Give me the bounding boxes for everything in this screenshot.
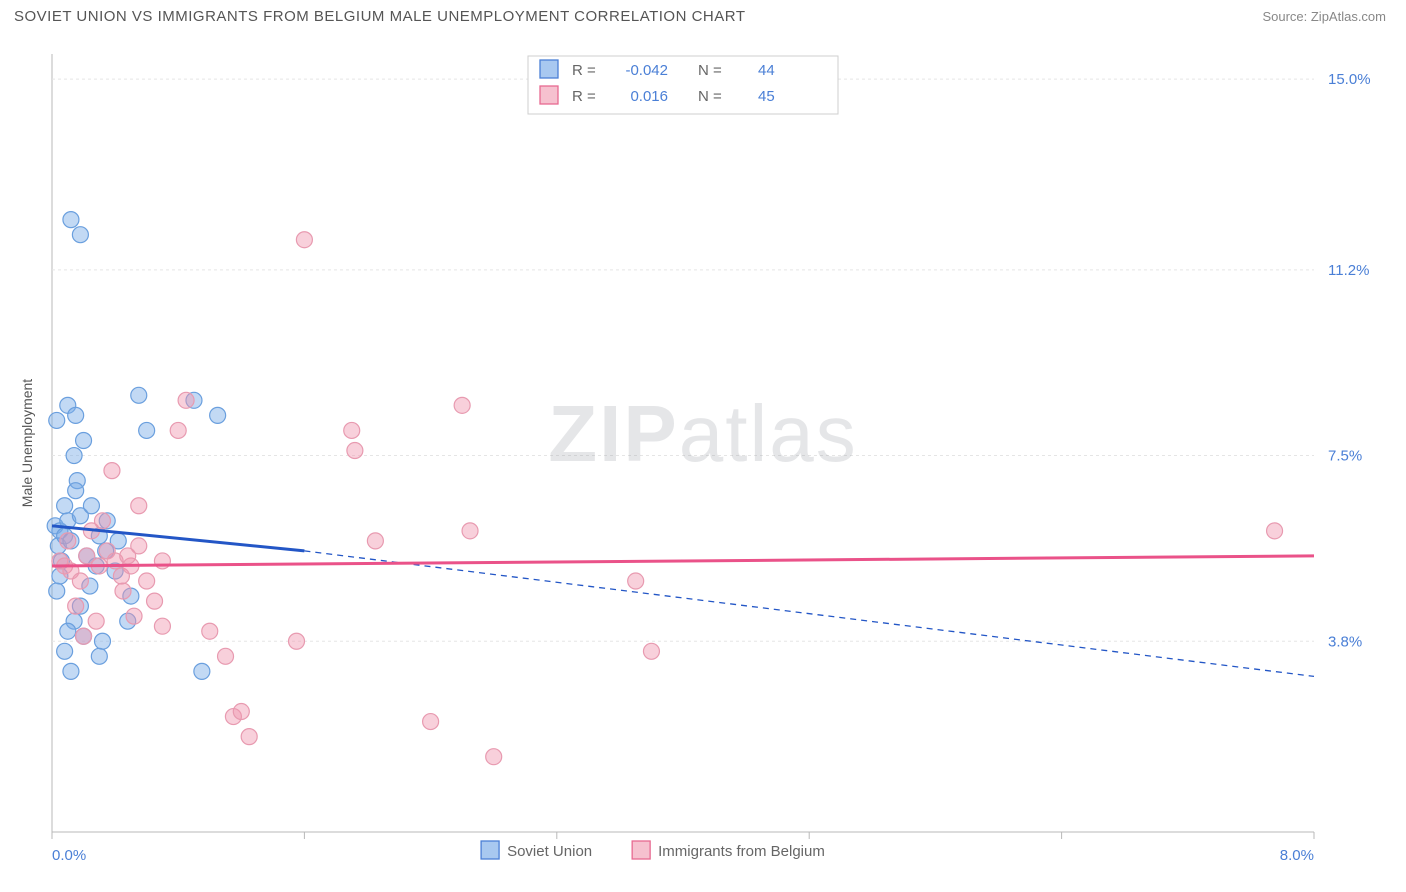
source-link[interactable]: ZipAtlas.com (1311, 9, 1386, 24)
svg-text:N =: N = (698, 88, 722, 105)
chart-header: SOVIET UNION VS IMMIGRANTS FROM BELGIUM … (0, 0, 1406, 29)
svg-text:7.5%: 7.5% (1328, 448, 1362, 465)
svg-text:Immigrants from Belgium: Immigrants from Belgium (658, 843, 825, 860)
svg-text:8.0%: 8.0% (1280, 847, 1314, 864)
chart-title: SOVIET UNION VS IMMIGRANTS FROM BELGIUM … (14, 8, 745, 25)
source-attribution: Source: ZipAtlas.com (1262, 9, 1386, 24)
svg-text:45: 45 (758, 88, 775, 105)
svg-text:-0.042: -0.042 (625, 62, 668, 79)
svg-text:0.016: 0.016 (630, 88, 668, 105)
svg-text:Soviet Union: Soviet Union (507, 843, 592, 860)
svg-text:3.8%: 3.8% (1328, 633, 1362, 650)
chart-container: ZIPatlas 3.8%7.5%11.2%15.0%0.0%8.0%Male … (14, 40, 1392, 878)
svg-text:0.0%: 0.0% (52, 847, 86, 864)
svg-text:R =: R = (572, 62, 596, 79)
source-label: Source: (1262, 9, 1310, 24)
svg-text:N =: N = (698, 62, 722, 79)
svg-text:11.2%: 11.2% (1328, 262, 1369, 279)
svg-text:15.0%: 15.0% (1328, 71, 1371, 88)
svg-text:R =: R = (572, 88, 596, 105)
svg-text:Male Unemployment: Male Unemployment (19, 379, 35, 507)
correlation-scatter-chart: 3.8% 7.5% 11.2% 15.0% 0.0% 8.0% Male Unemploym… (14, 40, 1392, 878)
svg-text:44: 44 (758, 62, 775, 79)
